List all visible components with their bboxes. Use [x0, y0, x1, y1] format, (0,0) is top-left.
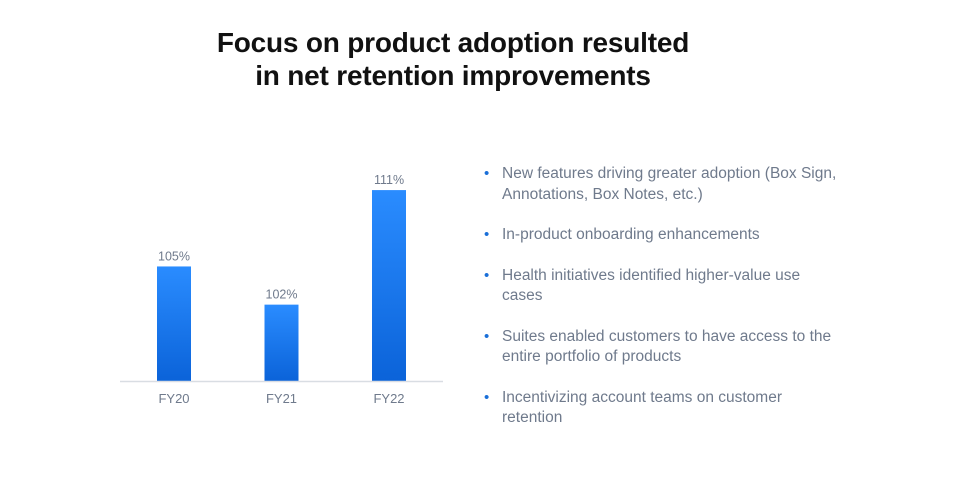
- x-tick-label: FY22: [373, 391, 404, 406]
- bullet-list: • New features driving greater adoption (…: [484, 164, 844, 449]
- x-tick-label: FY20: [158, 391, 189, 406]
- data-label: 102%: [266, 288, 298, 302]
- data-label: 111%: [374, 173, 404, 187]
- bullet-item: • Suites enabled customers to have access…: [484, 327, 844, 368]
- bullet-text: Suites enabled customers to have access …: [502, 327, 832, 366]
- bullet-item: • Incentivizing account teams on customer…: [484, 388, 844, 429]
- net-retention-bar-chart: 105% FY20 102% FY21 111% FY22: [120, 173, 443, 406]
- page-title: Focus on product adoption resulted in ne…: [0, 26, 906, 92]
- bullet-text: Health initiatives identified higher-val…: [502, 266, 801, 305]
- bullet-text: Incentivizing account teams on customer …: [502, 388, 782, 427]
- bullet-dot-icon: •: [484, 327, 490, 345]
- bullet-text: In-product onboarding enhancements: [502, 226, 760, 243]
- bullet-dot-icon: •: [484, 165, 490, 182]
- title-line-2: in net retention improvements: [255, 60, 651, 91]
- x-tick-label: FY21: [266, 391, 297, 406]
- bullet-item: • Health initiatives identified higher-va…: [484, 266, 844, 307]
- bullet-item: • In-product onboarding enhancements: [484, 225, 844, 246]
- bar-fy21: [264, 304, 299, 381]
- bullet-dot-icon: •: [484, 266, 490, 284]
- bullet-item: • New features driving greater adoption (…: [484, 164, 844, 205]
- bar-fy20: [157, 266, 191, 381]
- data-label: 105%: [158, 249, 190, 263]
- bar-fy22: [372, 190, 406, 381]
- title-line-1: Focus on product adoption resulted: [216, 27, 690, 58]
- bullet-text: New features driving greater adoption (B…: [502, 165, 837, 203]
- bullet-dot-icon: •: [484, 226, 490, 243]
- bullet-dot-icon: •: [484, 388, 490, 406]
